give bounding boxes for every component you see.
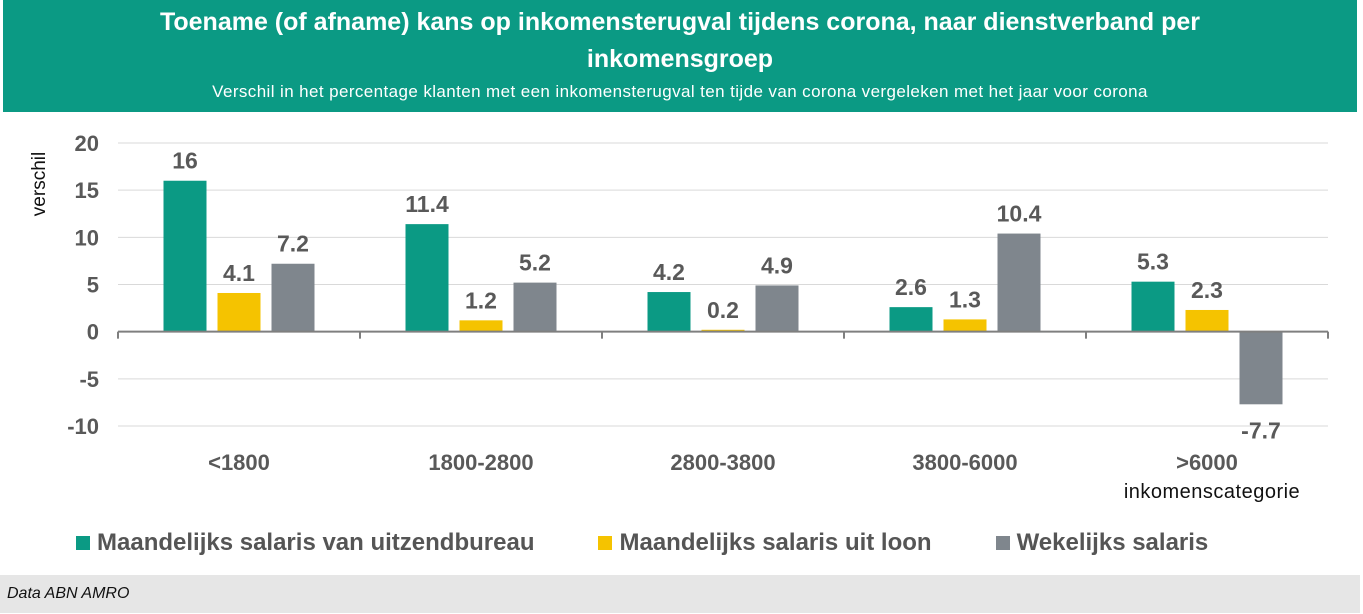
bar: [271, 263, 315, 332]
y-tick-label: 0: [87, 320, 99, 345]
source-footer: Data ABN AMRO: [0, 575, 1360, 613]
data-label: 10.4: [997, 201, 1042, 227]
chart-header: Toename (of afname) kans op inkomensteru…: [3, 0, 1357, 112]
bar: [647, 292, 691, 332]
y-tick-label: 20: [75, 131, 99, 156]
bar: [943, 319, 987, 332]
chart-title: Toename (of afname) kans op inkomensteru…: [159, 8, 1201, 73]
chart-legend: Maandelijks salaris van uitzendbureau Maa…: [76, 526, 1272, 560]
x-tick-label: 3800-6000: [912, 450, 1017, 475]
y-tick-label: -10: [67, 414, 99, 439]
x-tick-label: <1800: [208, 450, 270, 475]
bar: [1185, 309, 1229, 332]
chart-subtitle: Verschil in het percentage klanten met e…: [212, 82, 1148, 101]
bar-chart: 20 15 10 5 0 -5 -10 verschil 16 4.1 7.2 <1800 11.4 1.…: [29, 131, 1329, 503]
data-label: 0.2: [707, 297, 739, 323]
data-label: 11.4: [405, 191, 449, 217]
legend-label: Maandelijks salaris van uitzendbureau: [97, 529, 535, 556]
y-tick-label: 10: [75, 225, 99, 250]
bar: [1239, 331, 1283, 405]
data-label: 1.2: [465, 287, 497, 313]
x-tick-label: 2800-3800: [670, 450, 775, 475]
y-axis-label: verschil: [29, 152, 50, 216]
y-tick-label: 15: [75, 178, 99, 203]
legend-label: Maandelijks salaris uit loon: [619, 529, 932, 556]
y-tick-label: 5: [87, 273, 99, 298]
data-label: 7.2: [277, 231, 309, 257]
x-tick-label: >6000: [1176, 450, 1238, 475]
x-tick-label: 1800-2800: [428, 450, 533, 475]
legend-swatch: [995, 536, 1010, 550]
bar: [217, 292, 261, 332]
bar: [997, 233, 1041, 332]
legend-item: Wekelijks salaris: [995, 529, 1209, 557]
legend-item: Maandelijks salaris uit loon: [598, 529, 932, 557]
bar: [405, 224, 449, 332]
data-label: 4.2: [653, 259, 685, 285]
data-label: 5.3: [1137, 249, 1169, 275]
data-label: 4.1: [223, 260, 255, 286]
bar: [1131, 281, 1175, 332]
legend-swatch: [76, 536, 90, 550]
bar: [163, 180, 207, 332]
legend-label: Wekelijks salaris: [1016, 529, 1209, 556]
data-label: 1.3: [949, 286, 981, 312]
data-label: 2.3: [1191, 277, 1223, 303]
bar: [513, 282, 557, 332]
data-label: 2.6: [895, 274, 927, 300]
y-tick-label: -5: [79, 367, 99, 392]
data-label: 4.9: [761, 252, 793, 278]
data-label: 16: [172, 148, 198, 174]
bar: [459, 320, 503, 332]
legend-swatch: [598, 536, 613, 550]
bar: [755, 285, 799, 332]
data-label: 5.2: [519, 250, 551, 276]
x-axis-label: inkomenscategorie: [1124, 481, 1300, 503]
data-label: -7.7: [1241, 417, 1281, 443]
legend-item: Maandelijks salaris van uitzendbureau: [76, 529, 534, 557]
bar: [889, 307, 933, 332]
